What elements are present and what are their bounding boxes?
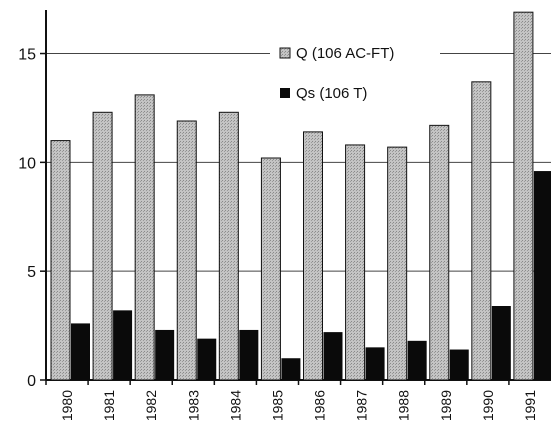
bar-q-1980 [50, 140, 71, 381]
x-tick-label: 1988 [396, 390, 412, 421]
legend-swatch-qs [280, 88, 290, 98]
bar-q-1988 [387, 146, 408, 381]
bar-qs-1981 [113, 310, 133, 380]
legend-label-qs: Qs (106 T) [296, 85, 367, 102]
x-tick-label: 1989 [438, 390, 454, 421]
bar-qs-1987 [365, 347, 385, 380]
x-tick-label: 1981 [101, 390, 117, 421]
y-tick-label: 10 [18, 155, 36, 172]
legend-label-q: Q (106 AC-FT) [296, 45, 394, 62]
tick-labels: 0 5 10 15 1980 1981 1982 1983 1984 1985 1986 1987 19… [18, 47, 538, 422]
bar-qs-1984 [239, 329, 259, 380]
legend-box [270, 30, 440, 116]
bar-qs-1991 [533, 171, 551, 380]
x-tick-label: 1983 [185, 390, 201, 421]
x-tick-label: 1990 [480, 390, 496, 421]
x-tick-label: 1987 [354, 390, 370, 421]
bar-qs-1989 [449, 349, 469, 380]
x-tick-label: 1986 [312, 390, 328, 421]
bar-q-1981 [92, 111, 113, 381]
bar-qs-1982 [155, 329, 175, 380]
y-tick-label: 15 [18, 47, 36, 64]
bar-q-1983 [176, 120, 197, 381]
x-tick-label: 1982 [143, 390, 159, 421]
bar-qs-1990 [491, 306, 511, 380]
bar-q-1985 [260, 157, 281, 381]
bar-q-1990 [471, 81, 492, 381]
x-tick-label: 1984 [227, 390, 243, 421]
bar-q-1982 [134, 94, 155, 381]
bar-q-1984 [218, 111, 239, 381]
x-tick-label: 1985 [269, 390, 285, 421]
bar-qs-1985 [281, 358, 301, 380]
bar-q-1987 [345, 144, 366, 381]
bar-qs-1983 [197, 338, 217, 380]
bar-qs-1986 [323, 332, 343, 380]
y-tick-label: 5 [27, 264, 36, 281]
y-tick-label: 0 [27, 373, 36, 390]
bar-q-1986 [303, 131, 323, 381]
bars [50, 11, 551, 381]
bar-q-1989 [429, 124, 450, 381]
bar-qs-1988 [407, 340, 427, 380]
legend-swatch-q [279, 47, 291, 59]
x-tick-label: 1980 [59, 390, 75, 421]
legend: Q (106 AC-FT) Qs (106 T) [270, 30, 440, 116]
x-tick-label: 1991 [522, 390, 538, 421]
bar-q-1991 [513, 11, 534, 381]
bar-qs-1980 [71, 323, 90, 380]
